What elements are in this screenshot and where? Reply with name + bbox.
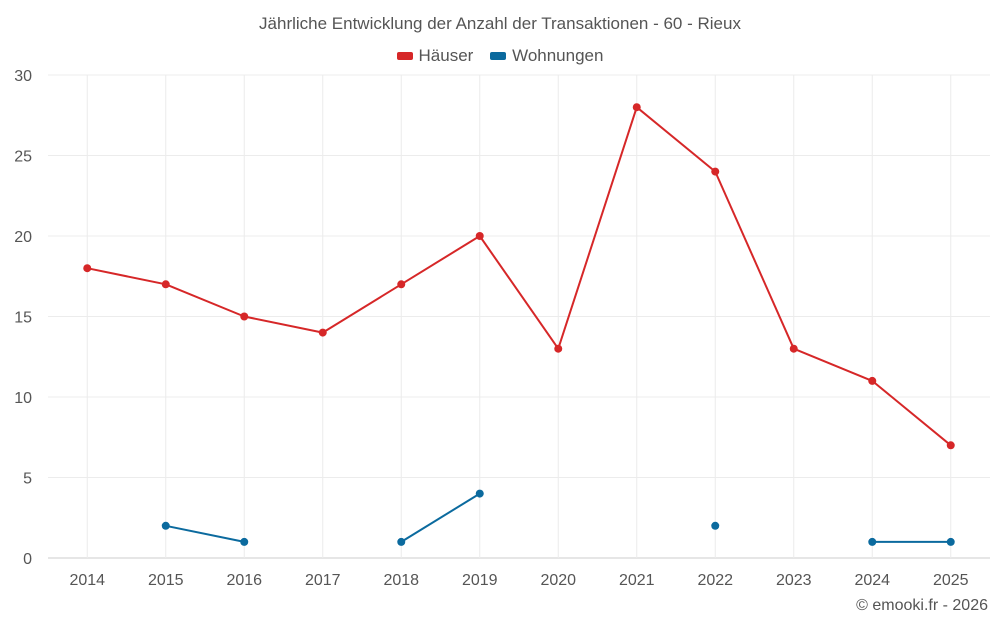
- data-point-haeuser: [161, 280, 170, 289]
- legend-label-wohnungen: Wohnungen: [512, 46, 604, 65]
- x-tick-label: 2019: [462, 572, 498, 589]
- x-tick-label: 2021: [619, 572, 655, 589]
- data-point-wohnungen: [946, 537, 955, 546]
- x-tick-label: 2018: [383, 572, 419, 589]
- data-point-wohnungen: [868, 537, 877, 546]
- x-tick-label: 2017: [305, 572, 341, 589]
- data-point-haeuser: [711, 167, 720, 176]
- series-line-haeuser: [636, 106, 716, 173]
- data-point-wohnungen: [161, 521, 170, 530]
- y-tick-label: 0: [23, 551, 32, 568]
- legend-label-haeuser: Häuser: [418, 46, 474, 65]
- y-tick-label: 15: [14, 310, 32, 327]
- x-tick-label: 2020: [540, 572, 576, 589]
- series-line-haeuser: [400, 235, 481, 286]
- x-tick-label: 2014: [69, 572, 105, 589]
- legend-swatch-wohnungen: [490, 52, 507, 60]
- data-point-haeuser: [83, 264, 92, 273]
- series-line-haeuser: [478, 235, 560, 350]
- data-point-haeuser: [475, 232, 484, 240]
- series-line-wohnungen: [165, 524, 245, 543]
- x-tick-label: 2025: [933, 572, 969, 589]
- series-line-haeuser: [87, 267, 166, 286]
- data-point-wohnungen: [711, 521, 720, 530]
- data-point-haeuser: [554, 344, 563, 353]
- y-tick-label: 5: [23, 471, 32, 488]
- y-tick-label: 30: [14, 68, 32, 85]
- y-tick-label: 20: [14, 229, 32, 246]
- x-tick-label: 2016: [226, 572, 262, 589]
- data-point-wohnungen: [475, 489, 484, 498]
- data-point-haeuser: [868, 376, 877, 385]
- series-line-haeuser: [557, 106, 638, 350]
- data-point-haeuser: [632, 103, 641, 112]
- x-tick-label: 2023: [776, 572, 812, 589]
- legend-swatch-haeuser: [396, 52, 413, 60]
- series-line-haeuser: [871, 380, 952, 447]
- series-line-haeuser: [322, 283, 402, 334]
- data-point-wohnungen: [240, 537, 249, 546]
- data-point-wohnungen: [397, 537, 406, 546]
- chart-title: Jährliche Entwicklung der Anzahl der Tra…: [259, 14, 741, 33]
- series-line-haeuser: [714, 171, 795, 350]
- x-tick-label: 2015: [148, 572, 184, 589]
- data-point-haeuser: [240, 312, 249, 321]
- x-tick-label: 2024: [854, 572, 890, 589]
- credit-text: © emooki.fr - 2026: [856, 597, 988, 614]
- data-point-haeuser: [946, 441, 955, 450]
- series-line-wohnungen: [400, 492, 481, 543]
- legend-item-wohnungen[interactable]: Wohnungen: [490, 46, 603, 66]
- data-point-haeuser: [397, 280, 406, 289]
- series-line-haeuser: [165, 283, 245, 318]
- series-line-haeuser: [244, 315, 323, 334]
- legend-item-haeuser[interactable]: Häuser: [396, 46, 474, 66]
- y-tick-label: 25: [14, 149, 32, 166]
- legend: Häuser Wohnungen: [0, 45, 1000, 66]
- data-point-haeuser: [318, 328, 327, 337]
- series-line-haeuser: [793, 347, 873, 382]
- data-point-haeuser: [789, 344, 798, 353]
- y-tick-label: 10: [14, 390, 32, 407]
- x-tick-label: 2022: [697, 572, 733, 589]
